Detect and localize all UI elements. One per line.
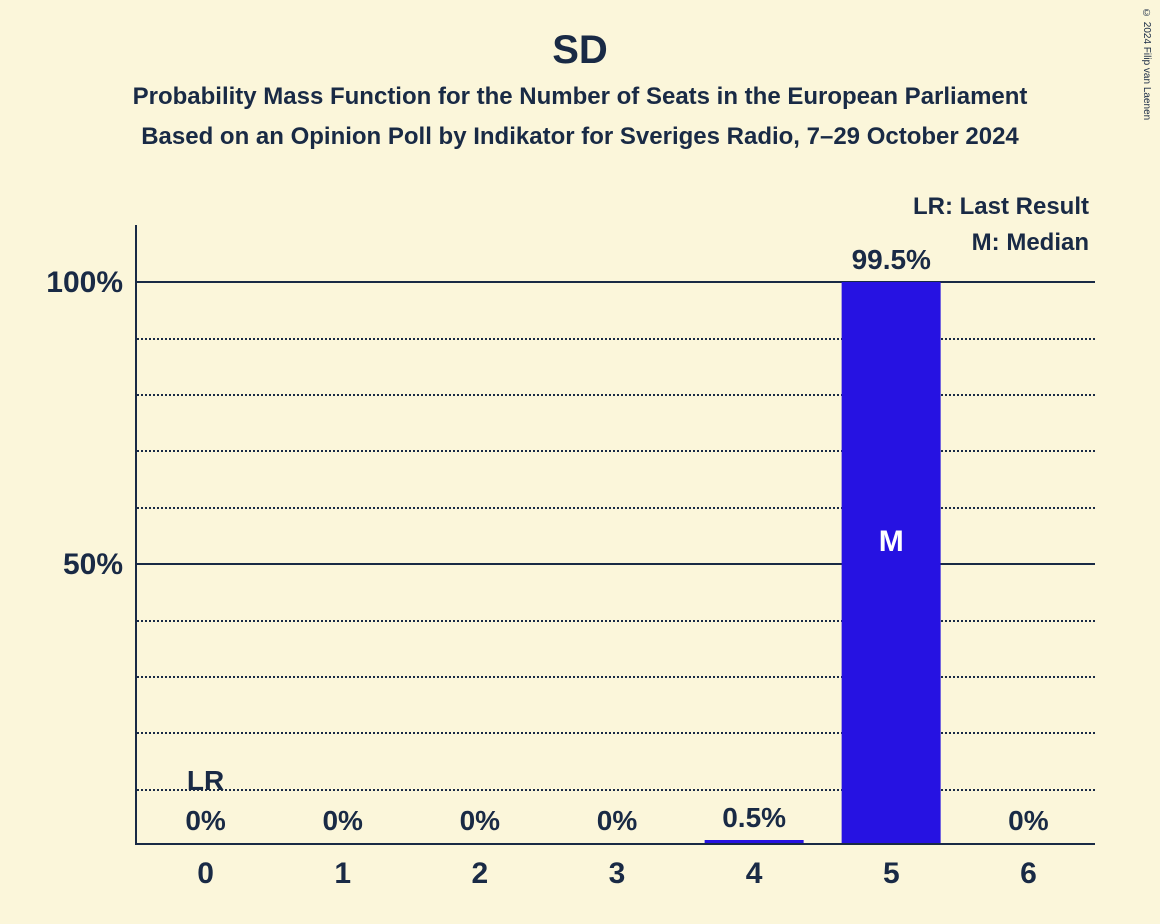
bar-value-label: 99.5% [852,244,931,276]
bar-value-label: 0% [460,805,500,837]
bar-slot: 0% [548,223,685,843]
bar-slot: 0% [960,223,1097,843]
x-axis-label: 0 [197,843,214,891]
chart-subtitle-1: Probability Mass Function for the Number… [0,83,1160,111]
bar-value-label: 0.5% [722,802,786,834]
bar-slot: 0% [274,223,411,843]
plot-area: LR: Last Result M: Median 50%100% 0%LR0%… [135,225,1095,845]
x-axis-label: 3 [609,843,626,891]
bars-group: 0% LR 0% 0% 0% 0.5% 99.5% M 0% [137,225,1095,843]
bar-slot: 0.5% [686,223,823,843]
copyright-text: © 2024 Filip van Laenen [1141,8,1152,120]
bar-slot: 99.5% M [823,223,960,843]
last-result-marker: LR [187,765,224,797]
x-axis-label: 5 [883,843,900,891]
bar-value-label: 0% [322,805,362,837]
median-marker: M [879,525,904,559]
x-axis-label: 1 [334,843,351,891]
chart-subtitle-2: Based on an Opinion Poll by Indikator fo… [0,123,1160,151]
bar-value-label: 0% [1008,805,1048,837]
bar-value-label: 0% [185,805,225,837]
x-axis-label: 4 [746,843,763,891]
bar-slot: 0% [411,223,548,843]
x-axis-label: 6 [1020,843,1037,891]
chart-title: SD [0,0,1160,73]
bar-slot: 0% LR [137,223,274,843]
bar-value-label: 0% [597,805,637,837]
y-axis-label: 50% [63,548,137,582]
legend-lr: LR: Last Result [913,189,1089,225]
chart-container: LR: Last Result M: Median 50%100% 0%LR0%… [40,195,1120,895]
y-axis-label: 100% [46,266,137,300]
bar [842,282,941,843]
x-axis-label: 2 [472,843,489,891]
